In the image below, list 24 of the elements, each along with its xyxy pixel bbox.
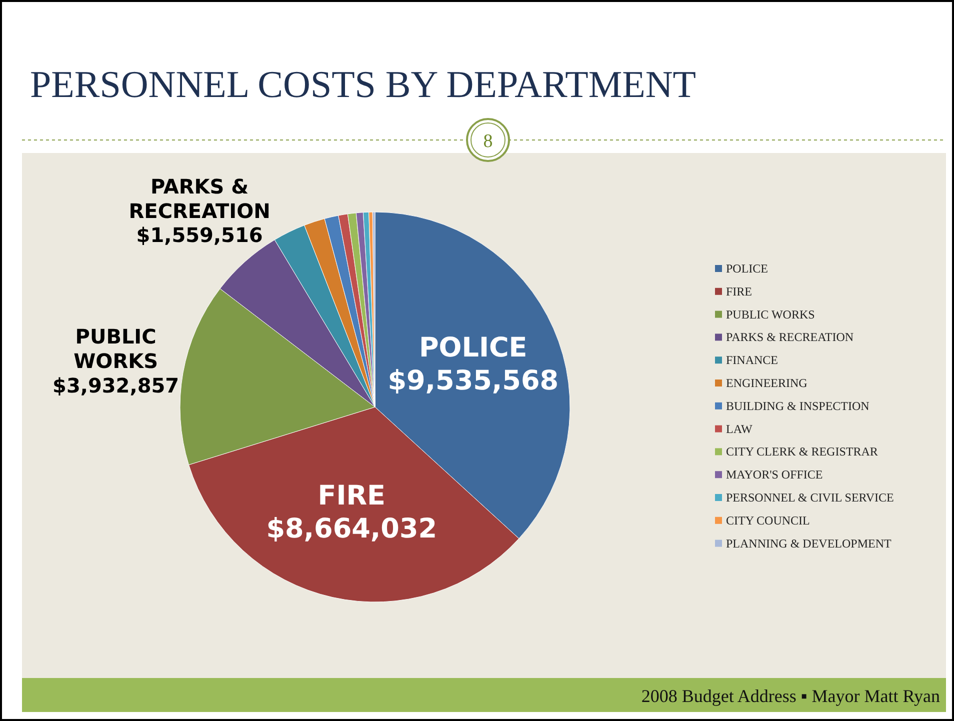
legend-label: PARKS & RECREATION [726, 330, 854, 344]
slice-label: POLICE [419, 332, 528, 364]
slice-label: PUBLIC WORKS [74, 324, 158, 374]
legend-label: ENGINEERING [726, 376, 808, 390]
legend-label: POLICE [726, 262, 768, 276]
data-label: $3,932,857 [52, 373, 180, 398]
text: 2008 Budget Address ▪ Mayor Matt Ryan [641, 686, 940, 706]
slice-label: FIRE [318, 480, 386, 512]
data-label: $8,664,032 [266, 514, 438, 545]
legend-label: PLANNING & DEVELOPMENT [726, 536, 892, 550]
slice-label: PARKS & RECREATION [128, 174, 270, 223]
legend-label: LAW [726, 422, 754, 436]
data-label: $1,559,516 [136, 223, 263, 248]
legend-label: PUBLIC WORKS [726, 307, 815, 322]
text: 8 [483, 131, 493, 152]
legend-label: FIRE [726, 284, 752, 298]
legend-label: CITY CLERK & REGISTRAR [726, 444, 878, 459]
legend-label: BUILDING & INSPECTION [726, 398, 870, 413]
data-label: $9,535,568 [388, 366, 559, 397]
legend-label: FINANCE [726, 353, 778, 368]
chart-title: PERSONNEL COSTS BY DEPARTMENT [30, 64, 696, 106]
legend-label: PERSONNEL & CIVIL SERVICE [726, 490, 894, 504]
legend-label: CITY COUNCIL [726, 513, 810, 528]
legend-label: MAYOR'S OFFICE [726, 468, 823, 482]
